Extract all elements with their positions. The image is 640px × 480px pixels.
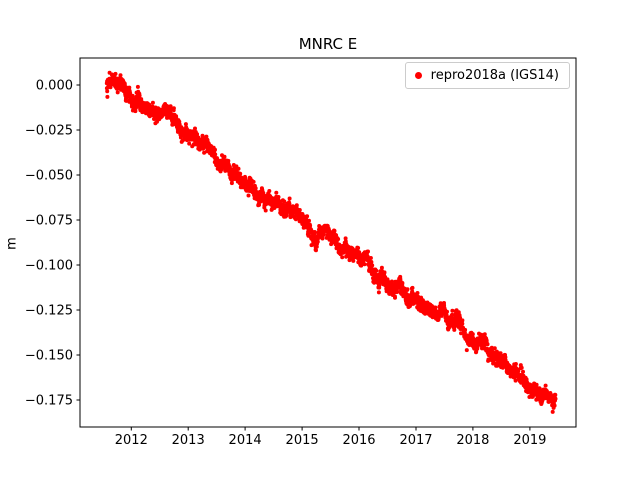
x-tick-label: 2016 (342, 433, 375, 448)
x-tick-label: 2015 (286, 433, 319, 448)
x-tick-label: 2017 (399, 433, 432, 448)
x-tick-label: 2013 (172, 433, 205, 448)
y-tick-label: −0.100 (25, 259, 73, 274)
legend-label: repro2018a (IGS14) (430, 68, 559, 83)
y-tick-label: −0.050 (25, 169, 73, 184)
scatter-series (104, 70, 558, 414)
y-tick-label: −0.150 (25, 349, 73, 364)
y-tick-label: −0.125 (25, 304, 73, 319)
x-tick-label: 2014 (229, 433, 262, 448)
chart-title: MNRC E (298, 35, 358, 53)
axes-spines (79, 57, 577, 428)
legend-marker-icon (414, 72, 422, 79)
y-tick-label: −0.175 (25, 394, 73, 409)
y-tick-label: −0.025 (25, 124, 73, 139)
x-tick-label: 2018 (456, 433, 489, 448)
legend: repro2018a (IGS14) (404, 62, 570, 89)
x-tick-label: 2019 (513, 433, 546, 448)
y-tick-label: −0.075 (25, 214, 73, 229)
x-tick-label: 2012 (115, 433, 148, 448)
y-tick-label: 0.000 (36, 79, 73, 94)
